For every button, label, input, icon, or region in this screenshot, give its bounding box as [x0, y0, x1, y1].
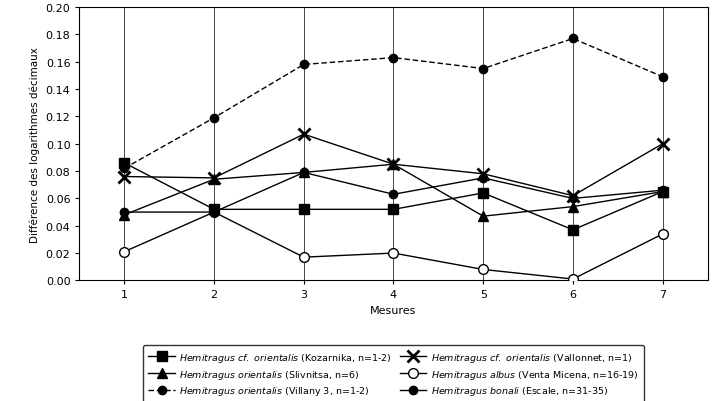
- Legend: $\it{Hemitragus}$ $\it{cf.\ orientalis}$ (Kozarnika, n=1-2), $\it{Hemitragus}$ $: $\it{Hemitragus}$ $\it{cf.\ orientalis}$…: [143, 345, 644, 401]
- X-axis label: Mesures: Mesures: [370, 305, 417, 315]
- Y-axis label: Différence des logarithmes décimaux: Différence des logarithmes décimaux: [30, 47, 40, 242]
